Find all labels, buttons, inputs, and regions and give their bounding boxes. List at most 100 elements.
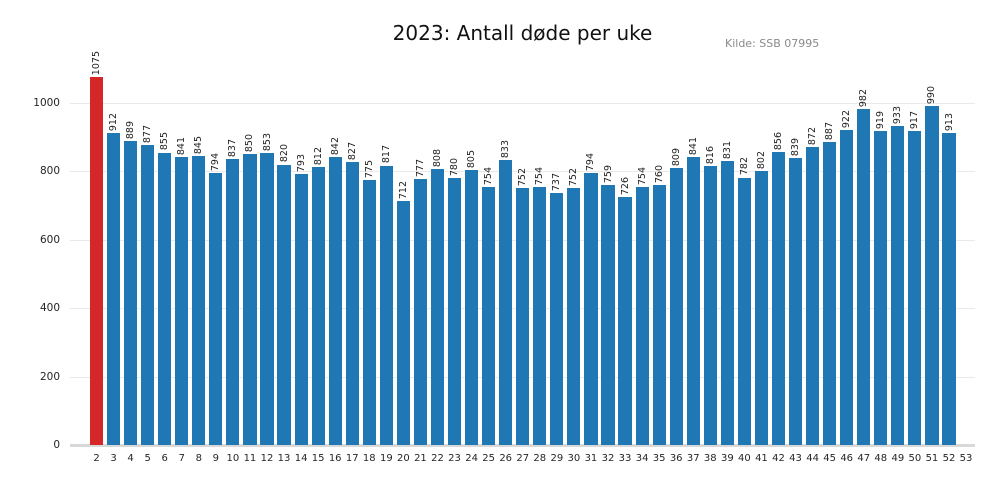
bar-value-label: 759 [602,165,614,184]
bar-value-label: 777 [414,159,426,178]
bar-week-4 [124,140,138,445]
x-tick-label: 9 [212,453,220,464]
bar-week-42 [771,152,786,445]
bar-value-label: 831 [721,140,733,159]
bar-value-label: 752 [568,167,580,186]
bar-week-33 [618,196,632,445]
bar-week-45 [823,141,837,445]
x-tick-label: 39 [720,453,734,464]
bar-value-label: 794 [210,153,222,172]
x-tick-label: 32 [601,453,615,464]
bar-value-label: 802 [755,150,767,169]
x-tick-label: 21 [414,453,427,464]
bar-week-50 [908,131,922,445]
x-axis-baseline [70,443,975,447]
x-tick-label: 48 [874,453,888,464]
x-tick-label: 7 [178,453,185,464]
bar-week-38 [703,165,717,445]
x-tick-label: 19 [379,453,393,464]
bar-value-label: 913 [943,112,955,131]
x-tick-label: 52 [942,453,956,464]
x-tick-label: 8 [195,453,202,464]
x-tick-label: 36 [669,453,683,464]
bar-value-label: 737 [551,172,563,191]
bar-value-label: 872 [807,126,819,145]
x-tick-label: 5 [144,453,151,464]
y-tick-label: 0 [53,439,60,451]
bar-week-12 [260,153,274,445]
bar-week-16 [328,157,342,445]
x-tick-label: 34 [635,453,649,464]
bar-value-label: 1075 [91,51,102,76]
bar-week-52 [942,132,956,445]
bar-value-label: 856 [773,132,784,151]
bar-value-label: 817 [380,145,392,164]
x-tick-label: 40 [738,453,751,464]
bar-value-label: 820 [278,144,290,163]
x-tick-label: 3 [110,453,117,464]
bar-value-label: 754 [636,167,648,186]
bar-week-2 [89,77,104,445]
x-tick-label: 44 [806,453,819,464]
x-tick-label: 43 [789,453,802,464]
bar-week-6 [158,152,172,445]
bar-value-label: 793 [295,153,307,172]
x-tick-label: 42 [772,453,785,464]
x-tick-label: 24 [465,453,478,464]
x-tick-label: 20 [397,453,410,464]
bar-week-31 [584,173,598,445]
bar-week-10 [226,158,240,445]
bar-value-label: 809 [670,148,682,167]
x-tick-label: 29 [550,453,564,464]
bar-value-label: 889 [125,120,137,139]
bar-value-label: 887 [824,121,836,140]
bar-value-label: 933 [892,105,904,124]
chart-source-note: Kilde: SSB 07995 [725,37,820,50]
bar-value-label: 853 [261,133,273,152]
bar-week-49 [891,125,905,445]
bar-week-34 [635,187,649,445]
bar-week-7 [175,157,189,445]
bar-week-48 [874,130,888,445]
chart-title: 2023: Antall døde per uke [392,21,653,45]
bar-week-37 [686,157,700,445]
bar-week-13 [277,164,291,445]
bar-week-17 [345,162,359,445]
x-tick-label: 26 [499,453,513,464]
bar-value-label: 827 [346,142,358,161]
y-tick-label: 1000 [33,97,60,109]
x-tick-label: 22 [431,453,444,464]
x-tick-label: 17 [345,453,359,464]
bar-value-label: 782 [738,157,750,176]
bar-week-39 [720,160,734,445]
bar-week-24 [465,169,479,445]
bar-value-label: 808 [432,148,443,167]
bar-week-9 [209,173,223,445]
bar-week-3 [106,133,121,445]
bar-week-35 [652,185,666,445]
bar-value-label: 726 [619,176,631,195]
bar-week-44 [806,146,820,445]
bar-week-19 [379,165,393,445]
bar-week-47 [857,109,871,445]
bar-value-label: 833 [500,139,512,159]
y-tick-label: 400 [39,302,60,315]
bar-value-label: 775 [363,159,375,178]
bar-week-30 [567,187,581,445]
y-tick-label: 600 [39,233,60,246]
x-tick-label: 37 [686,453,700,464]
bar-value-label: 855 [159,132,171,151]
x-tick-label: 47 [857,453,871,464]
bar-value-label: 877 [142,124,154,144]
gridline [70,103,975,104]
x-tick-label: 51 [925,453,939,464]
bar-value-label: 842 [329,136,341,156]
y-tick-label: 200 [39,370,60,383]
bar-value-label: 754 [534,167,546,186]
bar-value-label: 990 [926,86,938,105]
x-tick-label: 46 [840,453,854,464]
bar-week-26 [499,160,513,445]
x-tick-label: 38 [703,453,717,464]
x-tick-label: 45 [823,453,836,464]
